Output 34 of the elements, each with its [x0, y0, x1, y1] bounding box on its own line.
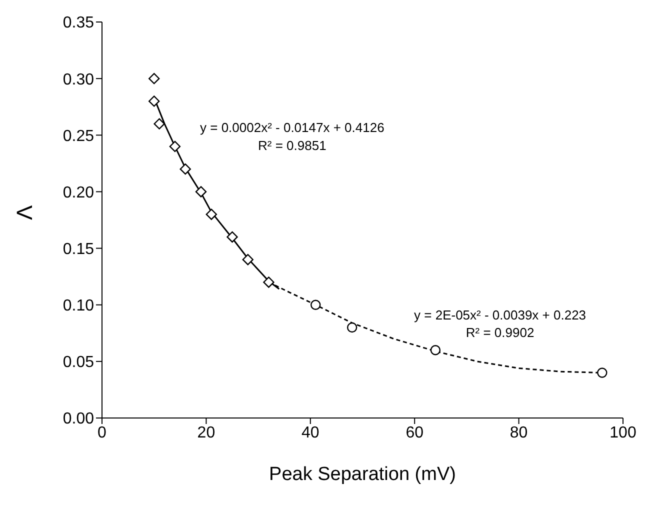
point: [195, 186, 207, 198]
point: [169, 140, 181, 152]
y-tick-label: 0.15: [62, 240, 94, 258]
y-tick-label: 0.10: [62, 298, 94, 315]
point: [346, 322, 358, 333]
x-tick-label: 60: [406, 424, 424, 442]
point: [154, 118, 165, 130]
annotation: R² = 0.9851: [258, 138, 326, 153]
y-tick-label: 0.25: [62, 128, 94, 145]
point: [263, 276, 274, 288]
x-axis-title: Peak Separation (mV): [269, 464, 456, 485]
x-tick-label: 80: [510, 424, 528, 442]
point: [597, 368, 608, 378]
x-tick-label: 40: [302, 424, 320, 442]
x-tick-label: 0: [98, 424, 107, 442]
x-tick-label: 100: [610, 424, 636, 442]
y-tick-label: 0.30: [62, 71, 94, 88]
annotation: R² = 0.9902: [466, 325, 534, 340]
y-tick-label: 0.35: [62, 14, 94, 32]
point: [206, 208, 218, 220]
point: [148, 72, 160, 84]
point: [148, 96, 160, 107]
point: [180, 163, 191, 175]
y-tick-label: 0.00: [62, 410, 94, 428]
y-axis-title: Λ: [12, 205, 37, 220]
point: [226, 231, 238, 243]
point: [430, 345, 441, 356]
y-tick-label: 0.05: [62, 354, 94, 372]
x-tick-label: 20: [197, 424, 216, 442]
y-tick-label: 0.20: [62, 184, 94, 202]
point: [242, 254, 254, 266]
annotation: y = 0.0002x² - 0.0147x + 0.4126: [200, 120, 384, 135]
point: [310, 300, 321, 310]
annotation: y = 2E-05x² - 0.0039x + 0.223: [414, 308, 586, 323]
